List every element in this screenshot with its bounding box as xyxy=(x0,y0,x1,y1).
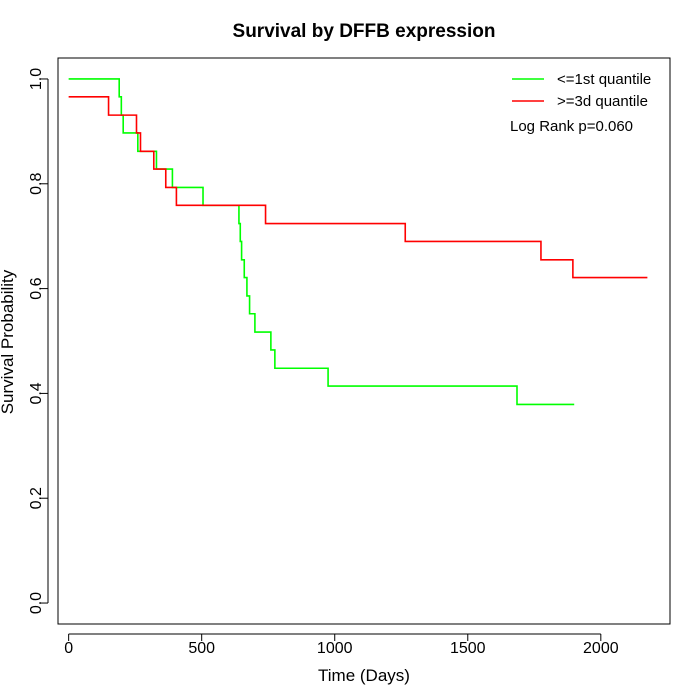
y-tick-label: 0.0 xyxy=(28,592,45,614)
plot-frame xyxy=(57,57,671,625)
x-tick-label: 0 xyxy=(64,640,73,657)
y-tick-label: 0.2 xyxy=(28,487,45,509)
y-axis: 0.0 0.2 0.4 0.6 0.8 1.0 xyxy=(28,68,49,614)
survival-curve-series-1 xyxy=(68,78,575,406)
y-tick-label: 0.8 xyxy=(28,173,45,195)
log-rank-annotation: Log Rank p=0.060 xyxy=(510,118,633,135)
series-layer xyxy=(68,78,648,406)
y-tick-label: 0.4 xyxy=(28,382,45,404)
legend-label-series-1: <=1st quantile xyxy=(557,71,651,88)
survival-curve-series-2 xyxy=(68,95,648,279)
x-axis: 0 500 1000 1500 2000 xyxy=(64,633,619,657)
legend-label-series-2: >=3d quantile xyxy=(557,93,648,110)
y-tick-label: 1.0 xyxy=(28,68,45,90)
y-tick-label: 0.6 xyxy=(28,277,45,299)
chart-title: Survival by DFFB expression xyxy=(233,21,496,42)
x-tick-label: 500 xyxy=(188,640,215,657)
legend: <=1st quantile >=3d quantile Log Rank p=… xyxy=(510,71,651,135)
x-axis-label: Time (Days) xyxy=(318,666,410,685)
x-tick-label: 1500 xyxy=(450,640,486,657)
x-tick-label: 1000 xyxy=(317,640,353,657)
y-axis-label: Survival Probability xyxy=(0,269,17,414)
x-tick-label: 2000 xyxy=(583,640,619,657)
